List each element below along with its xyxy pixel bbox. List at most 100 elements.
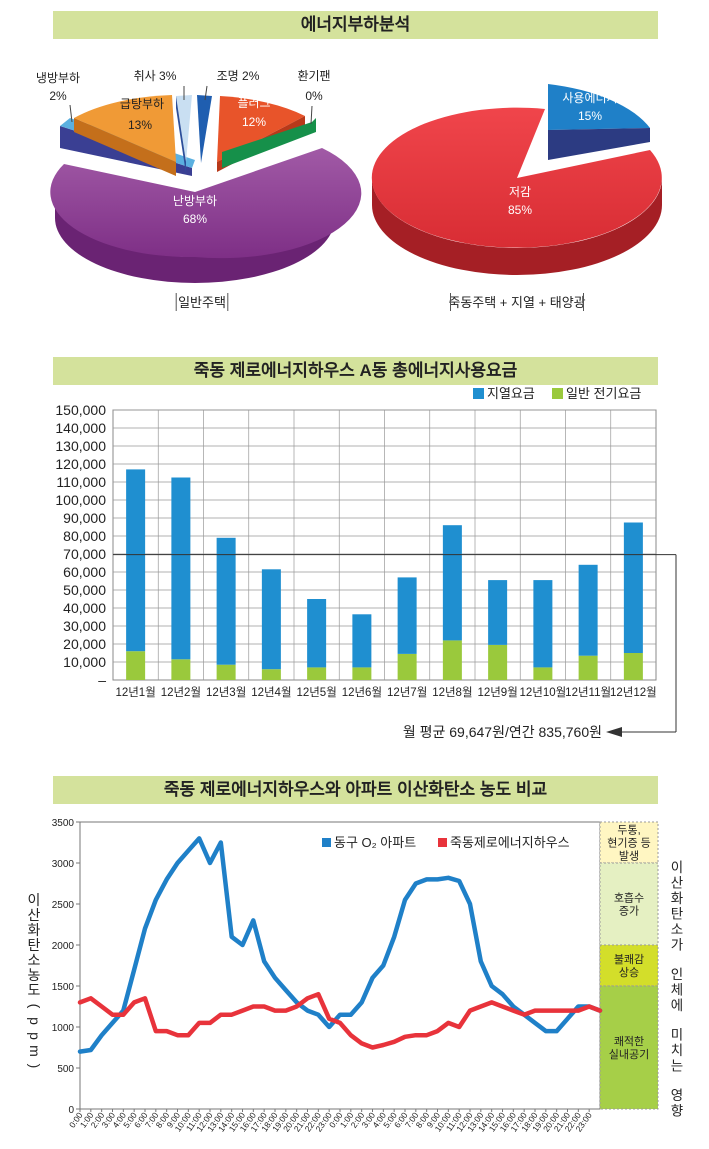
y-tick-label: – xyxy=(98,672,106,688)
y-axis-label-char: ) xyxy=(27,1064,43,1069)
y-tick-label: 20,000 xyxy=(63,636,106,652)
x-tick-label: 12년5월 xyxy=(296,686,336,699)
zone-label: 쾌적한 xyxy=(614,1035,644,1048)
bar-electric xyxy=(352,667,372,680)
bar-electric xyxy=(261,669,281,680)
pie-value-1: 2% xyxy=(49,89,67,103)
pie-slice-cooking xyxy=(176,95,192,162)
pie-value-0: 68% xyxy=(183,212,207,226)
pie-slice-reduction xyxy=(371,107,662,248)
plot-area xyxy=(79,821,601,1110)
bar-electric xyxy=(442,640,462,680)
right-label-char: 이 xyxy=(671,860,683,875)
series-line-0 xyxy=(77,836,603,1054)
pie-chart-general-house xyxy=(50,95,362,283)
legend-label: 지열요금 xyxy=(487,386,535,401)
x-tick-label: 12년6월 xyxy=(342,686,382,699)
bar-geothermal xyxy=(623,522,643,653)
zone-label: 현기증 등 xyxy=(607,837,651,850)
pie-label-5: 플러그 xyxy=(237,96,270,110)
y-tick-label: 90,000 xyxy=(63,510,106,526)
bar-geothermal xyxy=(533,580,553,668)
right-label-char: 탄 xyxy=(671,907,683,922)
pie-slice-side-heating xyxy=(55,192,335,283)
pie-label-6: 환기팬 xyxy=(297,69,330,83)
y-axis-label-char: 소 xyxy=(28,952,41,968)
legend-swatch xyxy=(438,838,447,847)
pie-slice-fan xyxy=(222,118,316,168)
zone-label: 실내공기 xyxy=(609,1048,649,1061)
pie-slice-hotwater xyxy=(74,95,176,162)
y-tick-label: 130,000 xyxy=(55,438,106,454)
right-label-char: 산 xyxy=(671,876,683,891)
pie-caption-left: 일반주택 xyxy=(178,295,226,310)
y-tick-label: 150,000 xyxy=(55,402,106,418)
bar-electric xyxy=(578,655,598,680)
right-label-char: 에 xyxy=(671,998,683,1013)
leader-line xyxy=(69,104,73,123)
right-label-char: 인 xyxy=(671,967,683,982)
bar-geothermal xyxy=(397,577,417,654)
zone-band xyxy=(599,985,659,1110)
bar-electric xyxy=(171,659,191,680)
bar-geothermal xyxy=(171,477,191,660)
right-label-char: 체 xyxy=(671,983,683,998)
y-axis-label-char: 화 xyxy=(28,922,41,938)
bar-geothermal xyxy=(216,537,236,665)
arrow-head xyxy=(606,727,622,737)
y-tick-label: 1500 xyxy=(52,982,75,993)
right-label-char: 향 xyxy=(671,1104,683,1119)
pie-value-6: 0% xyxy=(305,89,323,103)
zone-label: 불쾌감 xyxy=(614,953,644,966)
zone-label: 두통, xyxy=(617,824,640,837)
x-tick-label: 12년12월 xyxy=(610,686,657,699)
y-tick-label: 2000 xyxy=(52,941,75,952)
y-tick-label: 500 xyxy=(57,1064,74,1075)
pie-label-4: 조명 2% xyxy=(217,69,260,83)
bar-chart-energy-cost: – 10,000 20,000 30,000 40,000 50,000 60,000 70,… xyxy=(55,386,677,740)
zone-label: 상승 xyxy=(619,966,639,979)
bar-electric xyxy=(126,651,146,680)
section1-title: 에너지부하분석 xyxy=(53,11,658,39)
y-tick-label: 2500 xyxy=(52,900,75,911)
y-tick-label: 10,000 xyxy=(63,654,106,670)
zone-band xyxy=(599,862,659,946)
pie-slice-plug xyxy=(217,96,305,162)
pie-slice-heating xyxy=(50,148,362,259)
legend-swatch xyxy=(322,838,331,847)
pie-slice-lighting xyxy=(197,95,212,163)
legend-swatch xyxy=(552,388,563,399)
y-axis-label-char: m xyxy=(27,1045,43,1057)
x-tick-label: 12년4월 xyxy=(251,686,291,699)
series-line-1 xyxy=(77,991,603,1050)
y-tick-label: 40,000 xyxy=(63,600,106,616)
zone-label: 호흡수 xyxy=(614,891,644,905)
zone-label: 발생 xyxy=(619,850,639,863)
leader-line xyxy=(310,105,313,125)
x-tick-label: 12년8월 xyxy=(432,686,472,699)
legend-swatch xyxy=(473,388,484,399)
y-tick-label: 50,000 xyxy=(63,582,106,598)
y-axis-label-char: 산 xyxy=(28,907,41,923)
pie-caption-right: 죽동주택 + 지열 + 태양광 xyxy=(448,295,585,310)
y-axis-label-char: 탄 xyxy=(28,937,41,953)
bar-electric xyxy=(216,664,236,680)
y-tick-label: 100,000 xyxy=(55,492,106,508)
x-tick-label: 12년7월 xyxy=(387,686,427,699)
right-label-char: 소 xyxy=(671,922,683,937)
leader-line xyxy=(204,85,208,101)
right-label-char: 미 xyxy=(671,1028,683,1043)
pie-label-2: 급탕부하 xyxy=(120,97,164,111)
pie-label-0: 난방부하 xyxy=(173,194,217,208)
y-tick-label: 80,000 xyxy=(63,528,106,544)
y-tick-label: 3500 xyxy=(52,818,75,829)
y-tick-label: 70,000 xyxy=(63,546,106,562)
zone-band xyxy=(599,944,659,987)
y-tick-label: 1000 xyxy=(52,1023,75,1034)
x-tick-label: 12년11월 xyxy=(565,686,611,699)
legend-label: 일반 전기요금 xyxy=(566,386,641,401)
section2-title: 죽동 제로에너지하우스 A동 총에너지사용요금 xyxy=(53,357,658,385)
x-tick-label: 12년3월 xyxy=(206,686,246,699)
